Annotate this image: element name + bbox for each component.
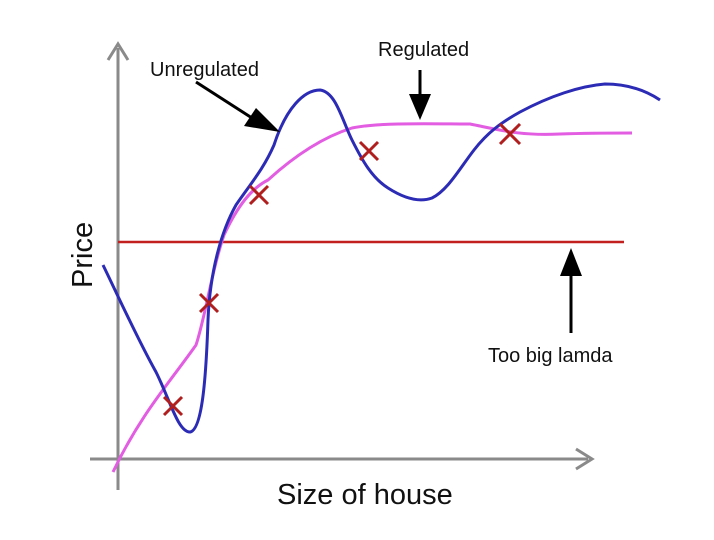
x-axis-arrowhead (575, 447, 595, 471)
too-big-lambda-label: Too big lamda (488, 345, 613, 367)
regulated-curve (111, 122, 633, 473)
data-point-mark (198, 292, 220, 314)
regulated-label: Regulated (378, 39, 469, 61)
x-axis-label: Size of house (277, 479, 453, 511)
unregulated-label: Unregulated (150, 59, 259, 81)
data-point-mark (358, 140, 380, 162)
y-axis-arrowhead (106, 41, 130, 61)
unregulated-curve (101, 82, 661, 434)
too-big-lambda-arrow (560, 248, 582, 333)
regulated-arrow (409, 70, 431, 120)
y-axis-label: Price (67, 222, 99, 288)
unregulated-arrow (195, 80, 280, 132)
data-point-mark (162, 395, 184, 417)
data-point-mark (498, 122, 522, 146)
data-point-mark (248, 184, 270, 206)
